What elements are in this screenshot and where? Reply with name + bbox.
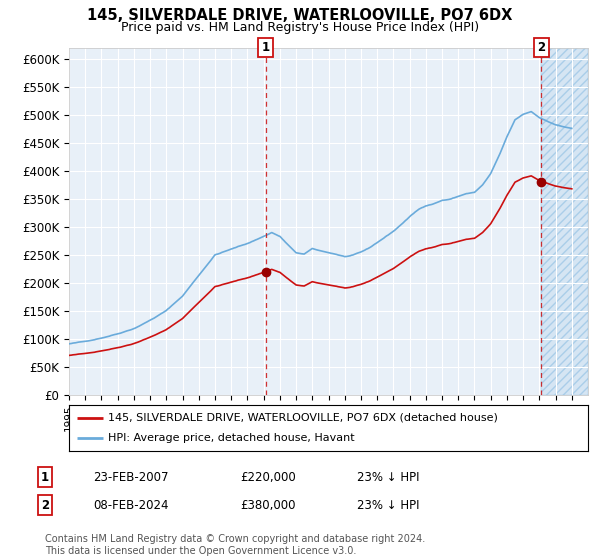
Text: 23-FEB-2007: 23-FEB-2007 [93,470,169,484]
Text: 145, SILVERDALE DRIVE, WATERLOOVILLE, PO7 6DX: 145, SILVERDALE DRIVE, WATERLOOVILLE, PO… [88,8,512,24]
Text: £380,000: £380,000 [240,498,296,512]
Text: Price paid vs. HM Land Registry's House Price Index (HPI): Price paid vs. HM Land Registry's House … [121,21,479,34]
Text: 23% ↓ HPI: 23% ↓ HPI [357,470,419,484]
Text: HPI: Average price, detached house, Havant: HPI: Average price, detached house, Hava… [108,433,355,443]
Text: 1: 1 [41,470,49,484]
Bar [541,48,588,395]
Text: 1: 1 [262,41,269,54]
Text: 145, SILVERDALE DRIVE, WATERLOOVILLE, PO7 6DX (detached house): 145, SILVERDALE DRIVE, WATERLOOVILLE, PO… [108,413,498,423]
Text: £220,000: £220,000 [240,470,296,484]
Text: 2: 2 [537,41,545,54]
Text: 23% ↓ HPI: 23% ↓ HPI [357,498,419,512]
Text: 2: 2 [41,498,49,512]
Text: 08-FEB-2024: 08-FEB-2024 [93,498,169,512]
Text: Contains HM Land Registry data © Crown copyright and database right 2024.
This d: Contains HM Land Registry data © Crown c… [45,534,425,556]
